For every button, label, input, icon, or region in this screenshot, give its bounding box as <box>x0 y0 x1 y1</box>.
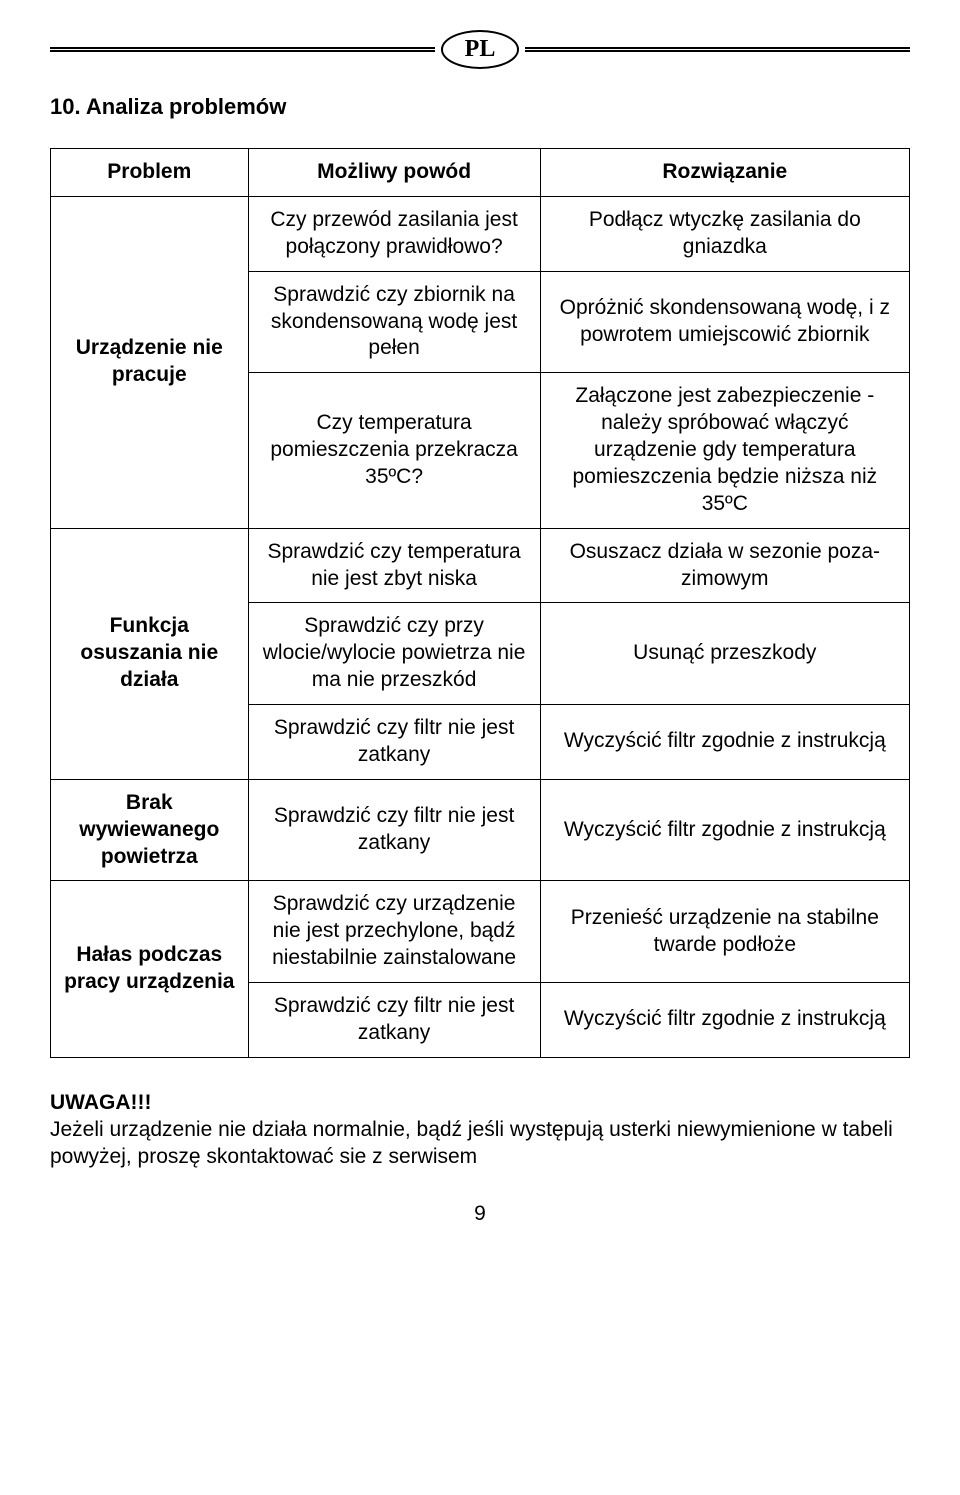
cause-cell: Sprawdzić czy przy wlocie/wylocie powiet… <box>248 603 540 705</box>
note-block: UWAGA!!! Jeżeli urządzenie nie działa no… <box>50 1090 910 1171</box>
note-body: Jeżeli urządzenie nie działa normalnie, … <box>50 1118 893 1168</box>
troubleshooting-table: ProblemMożliwy powódRozwiązanie Urządzeni… <box>50 148 910 1058</box>
note-heading: UWAGA!!! <box>50 1091 151 1114</box>
problem-cell: Funkcja osuszania nie działa <box>51 528 249 779</box>
problem-cell: Hałas podczas pracy urządzenia <box>51 881 249 1057</box>
cause-cell: Sprawdzić czy filtr nie jest zatkany <box>248 705 540 780</box>
cause-cell: Czy przewód zasilania jest połączony pra… <box>248 196 540 271</box>
fix-cell: Wyczyścić filtr zgodnie z instrukcją <box>540 983 909 1058</box>
section-title: 10. Analiza problemów <box>50 94 910 120</box>
table-header-col1: Problem <box>51 149 249 197</box>
header-banner: PL <box>50 30 910 69</box>
banner-label: PL <box>441 30 520 69</box>
cause-cell: Sprawdzić czy filtr nie jest zatkany <box>248 779 540 881</box>
banner-line-left <box>50 47 435 52</box>
banner-line-right <box>525 47 910 52</box>
cause-cell: Sprawdzić czy temperatura nie jest zbyt … <box>248 528 540 603</box>
problem-cell: Brak wywiewanego powietrza <box>51 779 249 881</box>
cause-cell: Sprawdzić czy urządzenie nie jest przech… <box>248 881 540 983</box>
table-header-col2: Możliwy powód <box>248 149 540 197</box>
page-number: 9 <box>50 1202 910 1226</box>
fix-cell: Opróżnić skondensowaną wodę, i z powrote… <box>540 271 909 373</box>
problem-cell: Urządzenie nie pracuje <box>51 196 249 528</box>
fix-cell: Przenieść urządzenie na stabilne twarde … <box>540 881 909 983</box>
fix-cell: Wyczyścić filtr zgodnie z instrukcją <box>540 779 909 881</box>
cause-cell: Czy temperatura pomieszczenia przekracza… <box>248 373 540 528</box>
fix-cell: Podłącz wtyczkę zasilania do gniazdka <box>540 196 909 271</box>
fix-cell: Osuszacz działa w sezonie poza-zimowym <box>540 528 909 603</box>
table-header-col3: Rozwiązanie <box>540 149 909 197</box>
fix-cell: Wyczyścić filtr zgodnie z instrukcją <box>540 705 909 780</box>
cause-cell: Sprawdzić czy zbiornik na skondensowaną … <box>248 271 540 373</box>
fix-cell: Usunąć przeszkody <box>540 603 909 705</box>
cause-cell: Sprawdzić czy filtr nie jest zatkany <box>248 983 540 1058</box>
fix-cell: Załączone jest zabezpieczenie - należy s… <box>540 373 909 528</box>
